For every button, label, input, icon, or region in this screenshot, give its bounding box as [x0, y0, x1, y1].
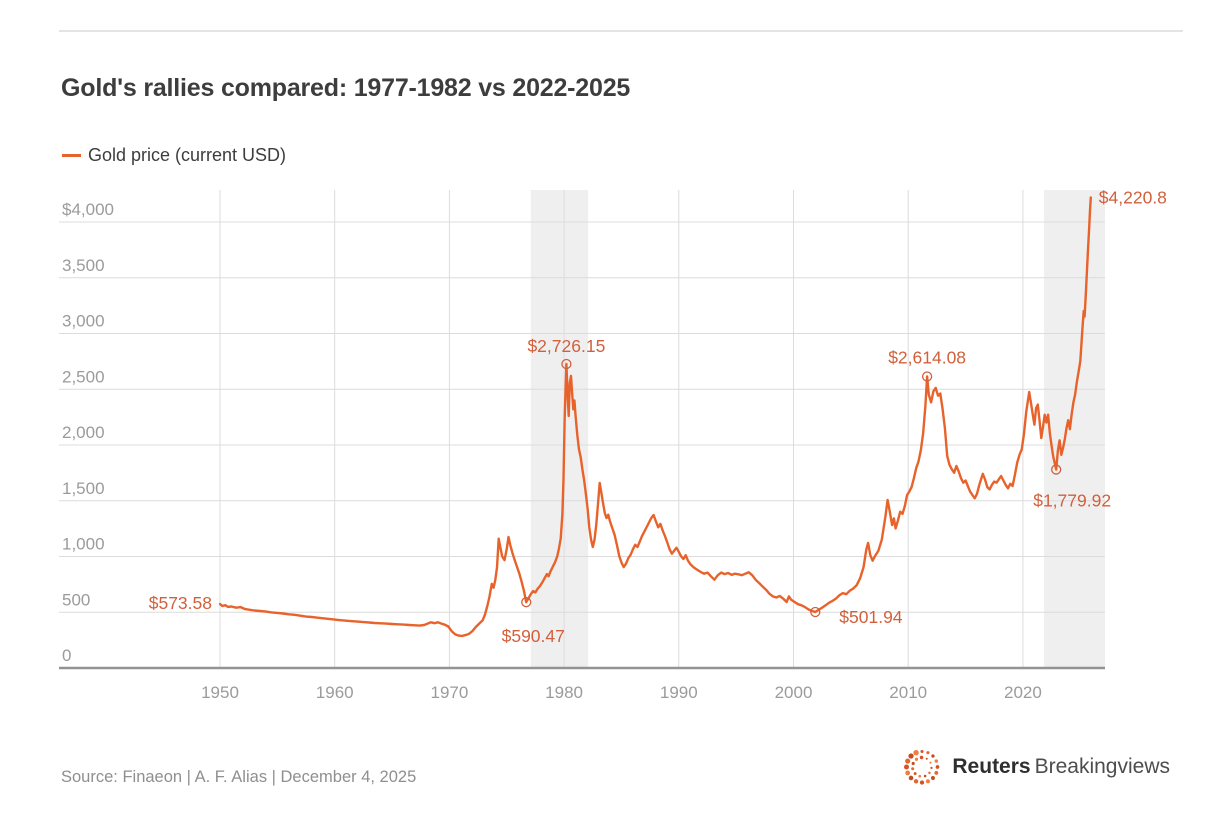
- price-annotation: $590.47: [502, 626, 565, 646]
- logo-dot: [926, 757, 929, 760]
- gold-price-series-line: [218, 196, 1092, 638]
- gridlines: [59, 190, 1105, 668]
- logo-dot: [926, 779, 931, 784]
- highlight-band: [1044, 190, 1105, 668]
- price-annotation: $1,779.92: [1033, 491, 1111, 511]
- logo-dot: [911, 767, 915, 771]
- top-divider: [59, 30, 1183, 32]
- price-annotation: $2,614.08: [888, 348, 966, 368]
- logo-dot: [931, 754, 936, 758]
- peak-marker-circle: [1051, 464, 1062, 475]
- source-attribution: Source: Finaeon | A. F. Alias | December…: [61, 768, 417, 786]
- logo-dot: [918, 774, 922, 778]
- legend-label: Gold price (current USD): [88, 145, 287, 165]
- logo-dot: [934, 759, 939, 763]
- price-annotation: $4,220.8: [1099, 187, 1167, 207]
- x-tick-label: 2000: [775, 683, 813, 702]
- y-tick-label: 2,000: [62, 423, 105, 442]
- x-tick-label: 1980: [545, 683, 583, 702]
- logo-dot: [914, 772, 917, 775]
- y-tick-label: $4,000: [62, 200, 114, 219]
- x-tick-label: 1960: [316, 683, 354, 702]
- highlight-bands: [530, 190, 1105, 668]
- logo-dot: [908, 753, 915, 759]
- price-annotation: $501.94: [839, 607, 903, 627]
- y-tick-label: 3,000: [62, 312, 105, 331]
- logo-dot: [914, 779, 919, 784]
- logo-dot: [905, 770, 911, 776]
- annotations: $573.58 $590.47 $2,726.15 $501.94 $2,614.08 $…: [149, 187, 1167, 646]
- peak-marker-circle: [921, 371, 933, 382]
- logo-dot: [929, 761, 932, 764]
- legend-line-swatch-icon: [62, 154, 81, 157]
- logo-dot: [936, 765, 940, 769]
- logo-dot: [904, 764, 910, 770]
- y-tick-label: 2,500: [62, 367, 105, 386]
- logo-dot: [905, 758, 911, 764]
- peak-marker-circle: [810, 606, 821, 618]
- brand-name-breakingviews: Breakingviews: [1034, 755, 1170, 778]
- chart-legend: Gold price (current USD): [62, 145, 286, 166]
- peak-marker-circle: [521, 597, 532, 608]
- x-tick-label: 1970: [430, 683, 468, 702]
- x-axis-tick-labels: 1950 1960 1970 1980 1990 2000 2010 2020: [201, 683, 1042, 702]
- x-tick-label: 2010: [889, 683, 927, 702]
- logo-dot: [913, 749, 920, 756]
- logo-dot: [924, 774, 927, 778]
- x-tick-label: 1990: [660, 683, 698, 702]
- logo-dot: [928, 771, 932, 775]
- y-tick-label: 0: [62, 646, 71, 665]
- logo-dot: [930, 766, 933, 770]
- logo-dot: [926, 751, 930, 755]
- y-tick-label: 3,500: [62, 256, 105, 275]
- y-tick-label: 1,500: [62, 479, 105, 498]
- logo-dot: [920, 780, 925, 785]
- x-tick-label: 2020: [1004, 683, 1042, 702]
- page-title: Gold's rallies compared: 1977-1982 vs 20…: [61, 74, 631, 102]
- reuters-logo-icon: [904, 749, 940, 785]
- peak-markers: [521, 358, 1062, 618]
- brand-name-reuters: Reuters: [952, 755, 1031, 778]
- logo-dot: [915, 757, 919, 761]
- peak-marker-circle: [561, 358, 572, 370]
- y-tick-label: 1,000: [62, 535, 105, 554]
- price-annotation: $2,726.15: [527, 336, 605, 356]
- logo-dot: [911, 761, 916, 766]
- price-annotation: $573.58: [149, 593, 212, 613]
- y-tick-label: 500: [62, 590, 90, 609]
- logo-dot: [920, 750, 924, 753]
- logo-dot: [931, 775, 936, 780]
- logo-dot: [909, 775, 914, 781]
- logo-dot: [920, 755, 924, 760]
- price-line: [218, 196, 1092, 638]
- highlight-band: [530, 190, 589, 668]
- y-axis-tick-labels: $4,000 3,500 3,000 2,500 2,000 1,500 1,000 500 0: [62, 200, 114, 665]
- x-tick-label: 1950: [201, 683, 239, 702]
- logo-dot: [934, 771, 939, 775]
- reuters-breakingviews-logo: Reuters Breakingviews: [899, 744, 1170, 790]
